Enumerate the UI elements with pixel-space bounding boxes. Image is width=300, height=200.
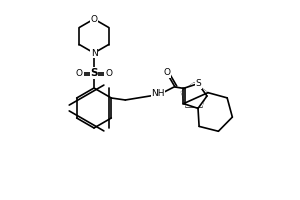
Polygon shape xyxy=(182,83,206,107)
Text: O: O xyxy=(105,68,112,77)
Text: NH: NH xyxy=(151,88,165,98)
Text: O: O xyxy=(164,68,170,77)
Text: N: N xyxy=(91,48,98,58)
Text: S: S xyxy=(90,68,98,78)
Text: O: O xyxy=(76,68,83,77)
Text: O: O xyxy=(91,15,98,24)
Text: S: S xyxy=(195,79,201,88)
